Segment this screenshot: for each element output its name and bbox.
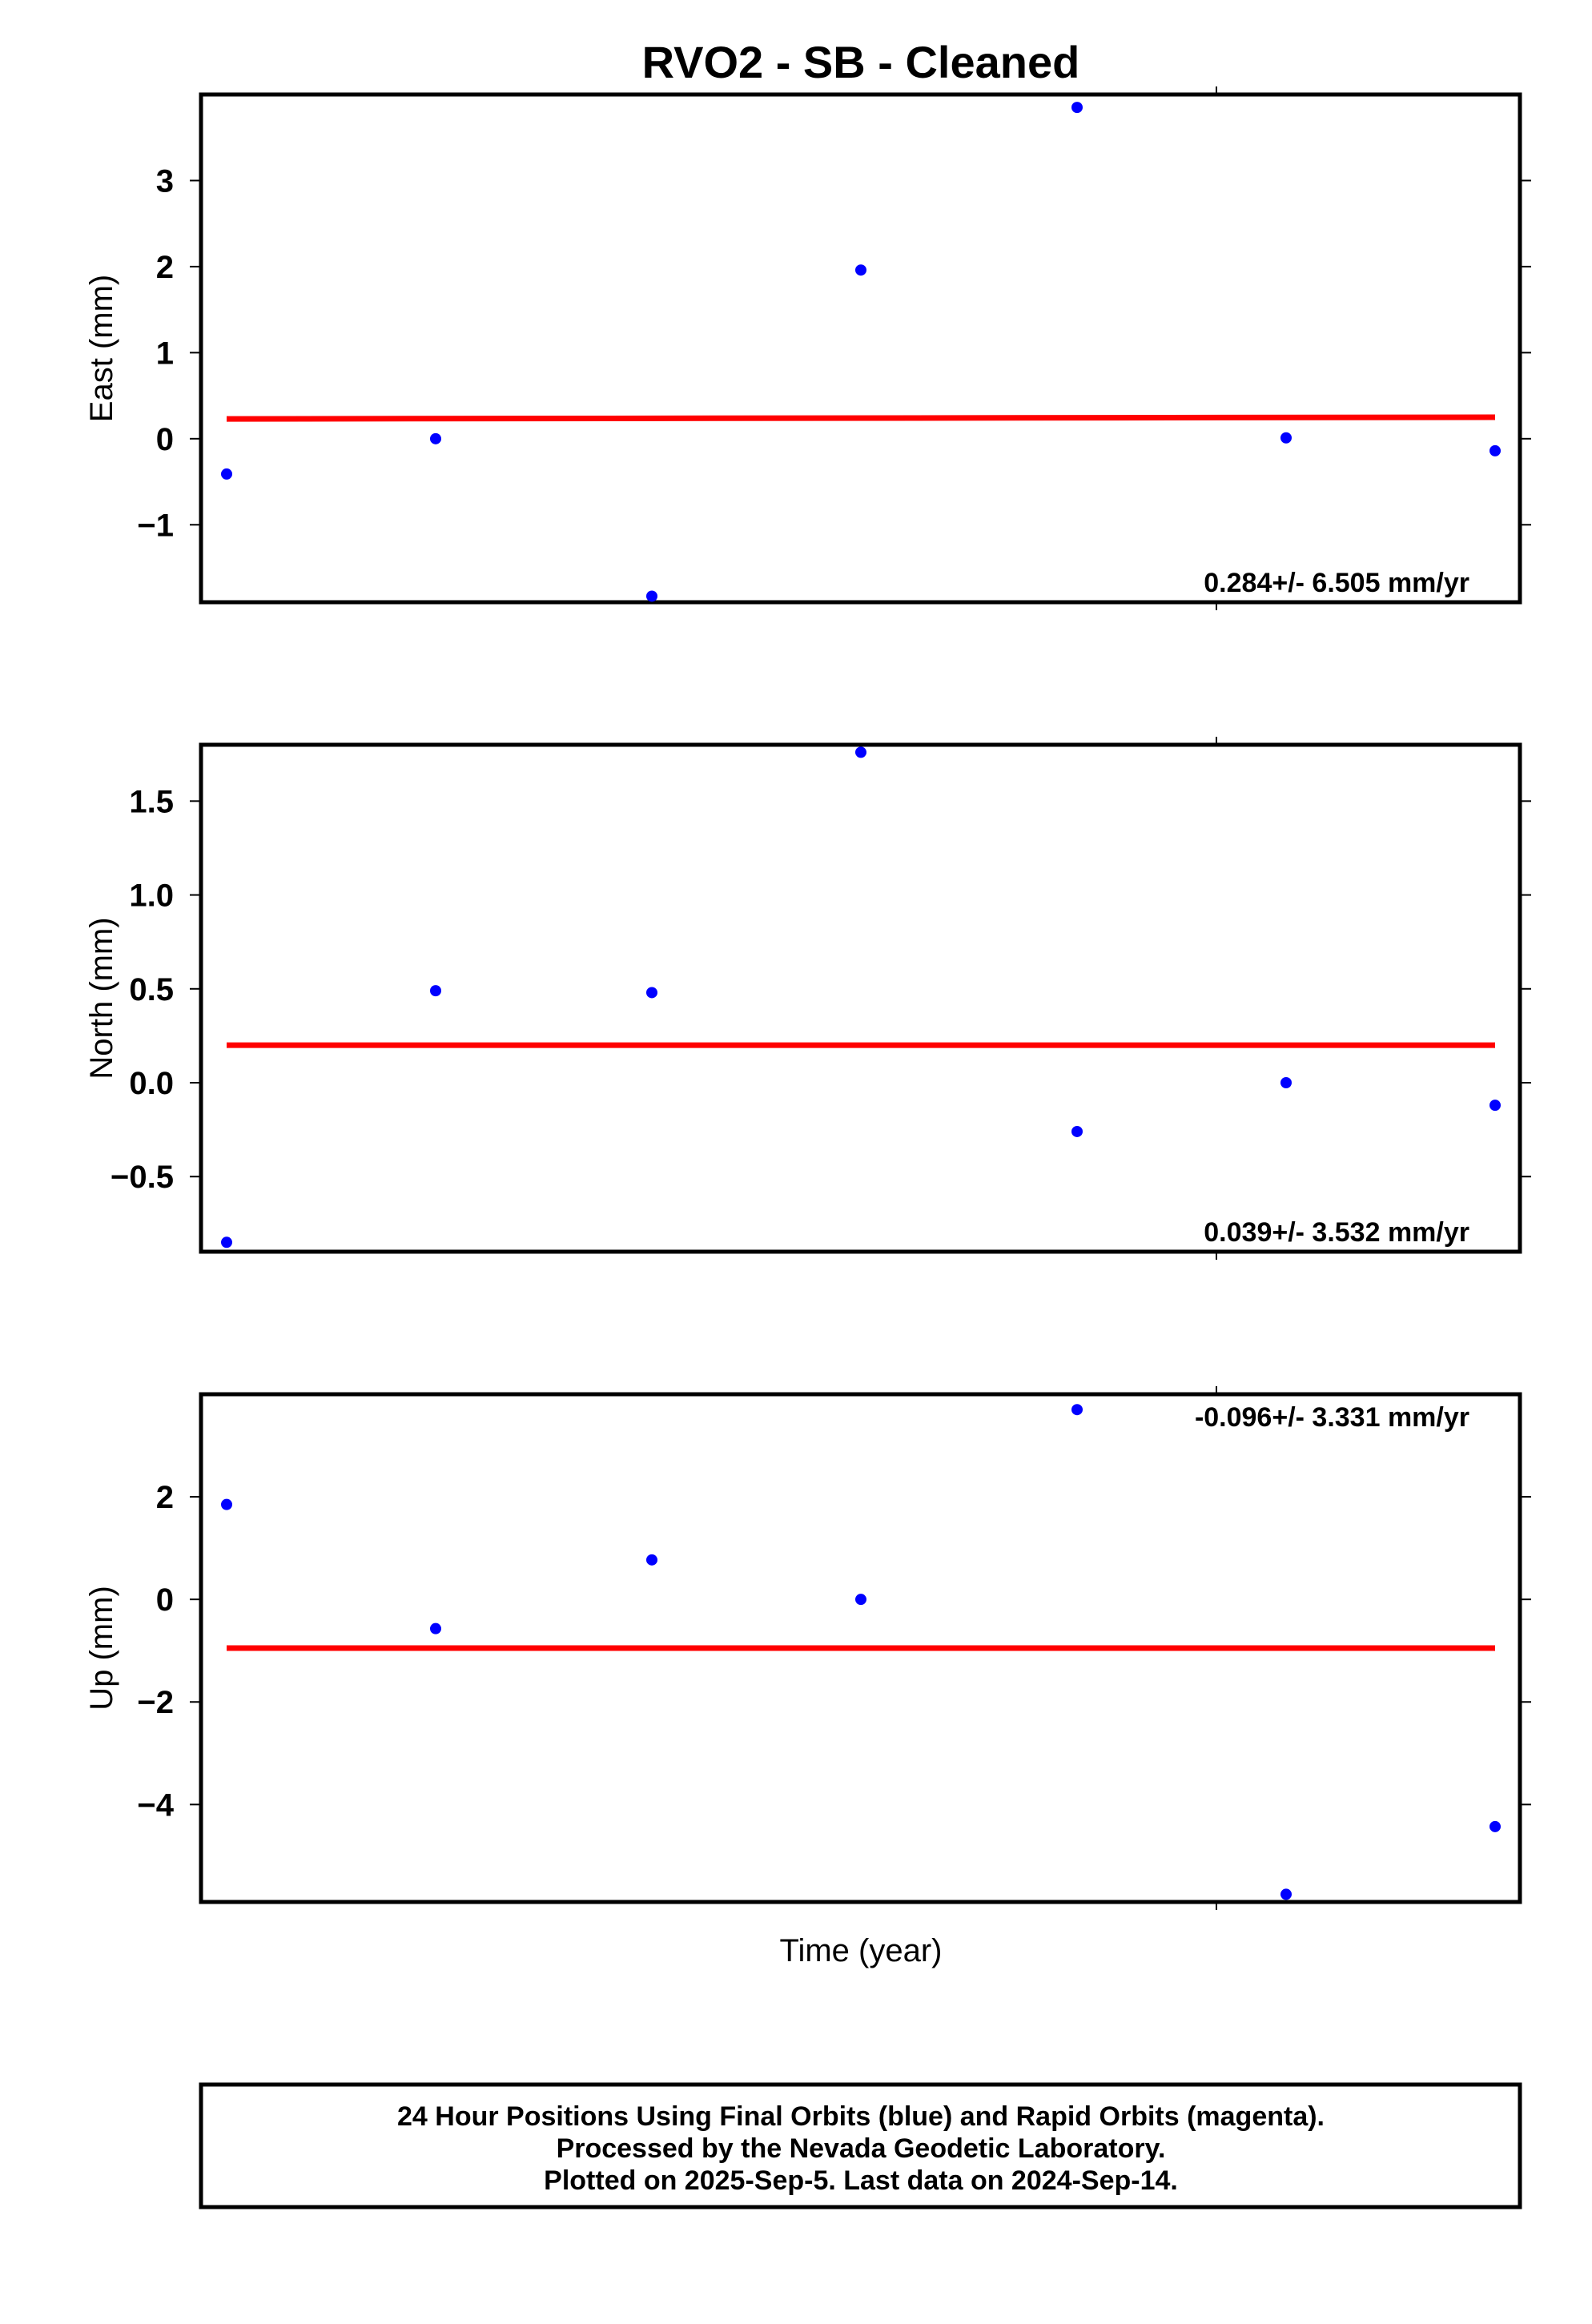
up-ytick-label: −4 — [137, 1787, 174, 1823]
east-data-point — [430, 432, 441, 444]
up-data-point — [1280, 1888, 1292, 1900]
east-data-point — [855, 264, 866, 276]
north-ytick-label: −0.5 — [111, 1160, 174, 1195]
footer-line-1: 24 Hour Positions Using Final Orbits (bl… — [397, 2101, 1325, 2132]
north-y-axis-label: North (mm) — [84, 917, 119, 1079]
north-ytick-label: 1.5 — [129, 784, 174, 819]
north-data-point — [1071, 1125, 1083, 1137]
east-data-point — [221, 468, 232, 480]
up-ytick-label: 2 — [156, 1480, 174, 1515]
east-ytick-label: 1 — [156, 336, 174, 371]
east-fit-line — [226, 414, 1496, 422]
up-data-point — [855, 1594, 866, 1606]
north-ytick-label: 0.5 — [129, 972, 174, 1007]
east-data-point — [1489, 444, 1501, 456]
footer-line-2: Processed by the Nevada Geodetic Laborat… — [557, 2133, 1166, 2164]
up-rate-label: -0.096+/- 3.331 mm/yr — [1195, 1402, 1469, 1433]
up-data-point — [1489, 1820, 1501, 1832]
up-data-point — [646, 1554, 657, 1566]
north-rate-label: 0.039+/- 3.532 mm/yr — [1204, 1217, 1469, 1248]
footer-line-3: Plotted on 2025-Sep-5. Last data on 2024… — [544, 2165, 1178, 2196]
up-plot-frame — [199, 1392, 1522, 1904]
up-data-point — [430, 1622, 441, 1634]
north-data-point — [430, 985, 441, 997]
up-ytick-label: −2 — [137, 1685, 174, 1720]
east-panel: −1 0 1 2 3 East (mm) 0.284+/- 6.505 mm/yr — [84, 86, 1531, 610]
north-ytick-label: 1.0 — [129, 879, 174, 914]
north-data-point — [855, 746, 866, 758]
east-ytick-label: 2 — [156, 250, 174, 285]
x-axis-label: Time (year) — [780, 1933, 943, 1968]
up-data-point — [221, 1498, 232, 1510]
chart-title: RVO2 - SB - Cleaned — [642, 37, 1080, 87]
east-rate-label: 0.284+/- 6.505 mm/yr — [1204, 568, 1469, 598]
east-ytick-label: 3 — [156, 163, 174, 199]
up-ytick-label: 0 — [156, 1582, 174, 1618]
north-data-point — [221, 1236, 232, 1248]
east-data-point — [1280, 432, 1292, 444]
east-ytick-label: −1 — [137, 508, 174, 543]
east-data-point — [646, 590, 657, 602]
north-ytick-label: 0.0 — [129, 1066, 174, 1101]
up-y-axis-label: Up (mm) — [84, 1586, 119, 1711]
east-y-axis-label: East (mm) — [84, 275, 119, 422]
east-plot-frame — [199, 92, 1522, 605]
up-data-point — [1071, 1404, 1083, 1416]
north-data-point — [1489, 1100, 1501, 1112]
north-data-point — [1280, 1077, 1292, 1088]
panels: −1 0 1 2 3 East (mm) 0.284+/- 6.505 mm/yr −0.5 0… — [84, 86, 1531, 1910]
north-data-point — [646, 987, 657, 999]
north-panel: −0.5 0.0 0.5 1.0 1.5 North (mm) 0.039+/- 3.532… — [84, 737, 1531, 1260]
up-panel: −4 −2 0 2 Up (mm) -0.096+/- 3.331 mm/yr — [84, 1386, 1531, 1910]
footer-box — [199, 2082, 1522, 2209]
east-ytick-label: 0 — [156, 422, 174, 457]
east-data-point — [1071, 102, 1083, 114]
north-plot-frame — [199, 742, 1522, 1254]
